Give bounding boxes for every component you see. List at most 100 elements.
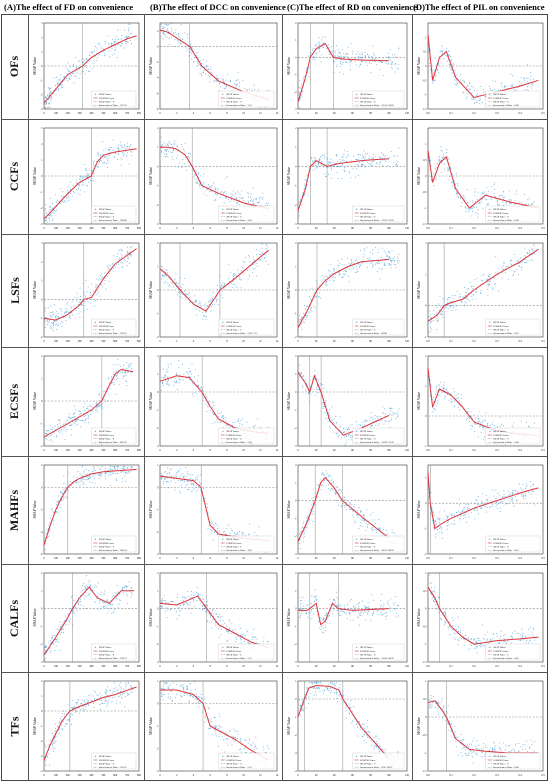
shap-point [200, 73, 203, 75]
shap-point [247, 196, 250, 198]
shap-point [65, 420, 67, 422]
shap-point [130, 466, 132, 468]
shap-point [492, 289, 494, 291]
shap-point [265, 244, 267, 246]
shap-point [306, 315, 309, 317]
shap-point [471, 206, 473, 208]
shap-point [55, 209, 58, 211]
shap-point [376, 163, 378, 165]
shap-point [202, 487, 205, 489]
shap-point [79, 175, 81, 177]
legend-label: SHAP Values [226, 93, 239, 96]
shap-point [168, 473, 170, 475]
legend-label: LOWESS Curve [360, 98, 375, 100]
shap-point [474, 212, 477, 214]
shap-point [75, 424, 77, 426]
shap-point [358, 175, 360, 177]
shap-point [468, 416, 470, 418]
shap-point [209, 75, 211, 77]
shap-point [166, 275, 168, 277]
y-tick-label: 0 [157, 391, 159, 394]
shap-point [160, 147, 162, 149]
x-tick-label: 60 [351, 557, 354, 560]
shap-point [374, 263, 377, 265]
shap-point [61, 195, 63, 197]
shap-point [60, 86, 63, 88]
shap-point [79, 301, 81, 303]
shap-point [501, 278, 503, 280]
shap-point [164, 374, 166, 376]
shap-point [44, 443, 46, 445]
shap-point [63, 497, 65, 499]
shap-point [501, 423, 503, 425]
shap-point [81, 475, 83, 477]
y-tick-label: -2 [156, 61, 159, 64]
shap-point [80, 410, 82, 412]
y-tick-label: 1 [425, 143, 427, 146]
shap-point [389, 264, 391, 266]
shap-point [470, 215, 472, 217]
shap-point [339, 416, 341, 418]
shap-point [56, 320, 58, 322]
shap-point [107, 469, 109, 471]
x-tick-label: 8 [226, 112, 228, 115]
shap-point [77, 192, 79, 194]
shap-point [443, 384, 445, 386]
shap-point [310, 298, 312, 300]
shap-point [211, 522, 213, 524]
shap-point [51, 508, 53, 510]
shap-point [125, 480, 127, 482]
shap-point [67, 189, 69, 191]
shap-point [300, 198, 302, 200]
shap-point [47, 319, 49, 321]
shap-point [321, 275, 323, 277]
shap-point [99, 274, 102, 277]
shap-point [203, 193, 205, 195]
shap-point [498, 203, 500, 205]
shap-point [176, 382, 178, 384]
shap-point [188, 292, 190, 294]
shap-point [448, 63, 450, 65]
shap-point [350, 258, 352, 260]
shap-point [446, 61, 448, 63]
shap-point [86, 58, 88, 60]
shap-point [131, 151, 133, 153]
x-tick-label: 0.1 [449, 112, 453, 115]
shap-point [50, 87, 52, 89]
shap-point [389, 263, 391, 265]
shap-point [64, 79, 66, 81]
y-tick-label: 0 [157, 45, 159, 48]
x-tick-label: 80 [369, 449, 372, 452]
shap-point [79, 295, 81, 298]
shap-point [76, 293, 78, 295]
shap-point [359, 265, 361, 267]
shap-point [459, 409, 461, 411]
shap-point [166, 36, 168, 38]
shap-point [240, 287, 242, 289]
shap-point [195, 309, 197, 311]
shap-point [162, 32, 164, 34]
x-tick-label: 80 [369, 112, 372, 115]
shap-point [478, 417, 480, 419]
shap-point [370, 425, 372, 427]
shap-point [440, 146, 442, 148]
shap-point [87, 174, 89, 176]
shap-point [79, 484, 81, 486]
shap-point [128, 366, 130, 368]
shap-point [302, 376, 304, 378]
shap-point [207, 406, 209, 408]
shap-point [316, 51, 318, 54]
shap-point [237, 269, 239, 271]
shap-point [361, 262, 363, 264]
shap-point [439, 395, 441, 397]
shap-point [489, 88, 491, 90]
shap-point [512, 85, 514, 87]
shap-point [462, 194, 464, 197]
shap-point [69, 310, 71, 312]
shap-point [176, 388, 178, 391]
shap-point [303, 304, 306, 307]
shap-point [356, 513, 358, 515]
shap-point [360, 165, 362, 168]
shap-point [51, 429, 54, 431]
shap-point [512, 75, 514, 77]
